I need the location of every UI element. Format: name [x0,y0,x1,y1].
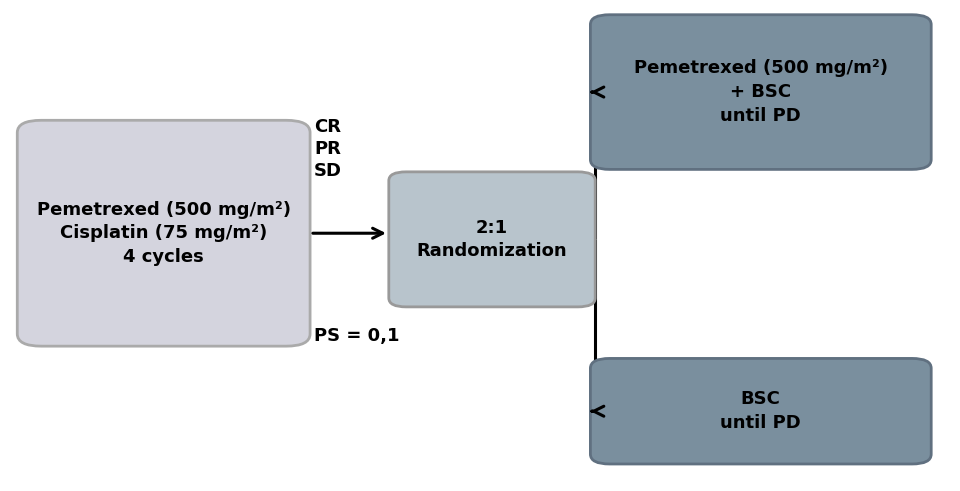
Text: BSC
until PD: BSC until PD [720,390,802,432]
FancyBboxPatch shape [389,172,595,307]
Text: Pemetrexed (500 mg/m²)
+ BSC
until PD: Pemetrexed (500 mg/m²) + BSC until PD [634,59,888,125]
FancyBboxPatch shape [17,120,310,346]
Text: 2:1
Randomization: 2:1 Randomization [417,218,567,260]
FancyBboxPatch shape [590,358,931,464]
FancyBboxPatch shape [590,15,931,169]
Text: Pemetrexed (500 mg/m²)
Cisplatin (75 mg/m²)
4 cycles: Pemetrexed (500 mg/m²) Cisplatin (75 mg/… [36,201,291,266]
Text: CR
PR
SD: CR PR SD [314,118,342,180]
Text: PS = 0,1: PS = 0,1 [314,327,399,345]
